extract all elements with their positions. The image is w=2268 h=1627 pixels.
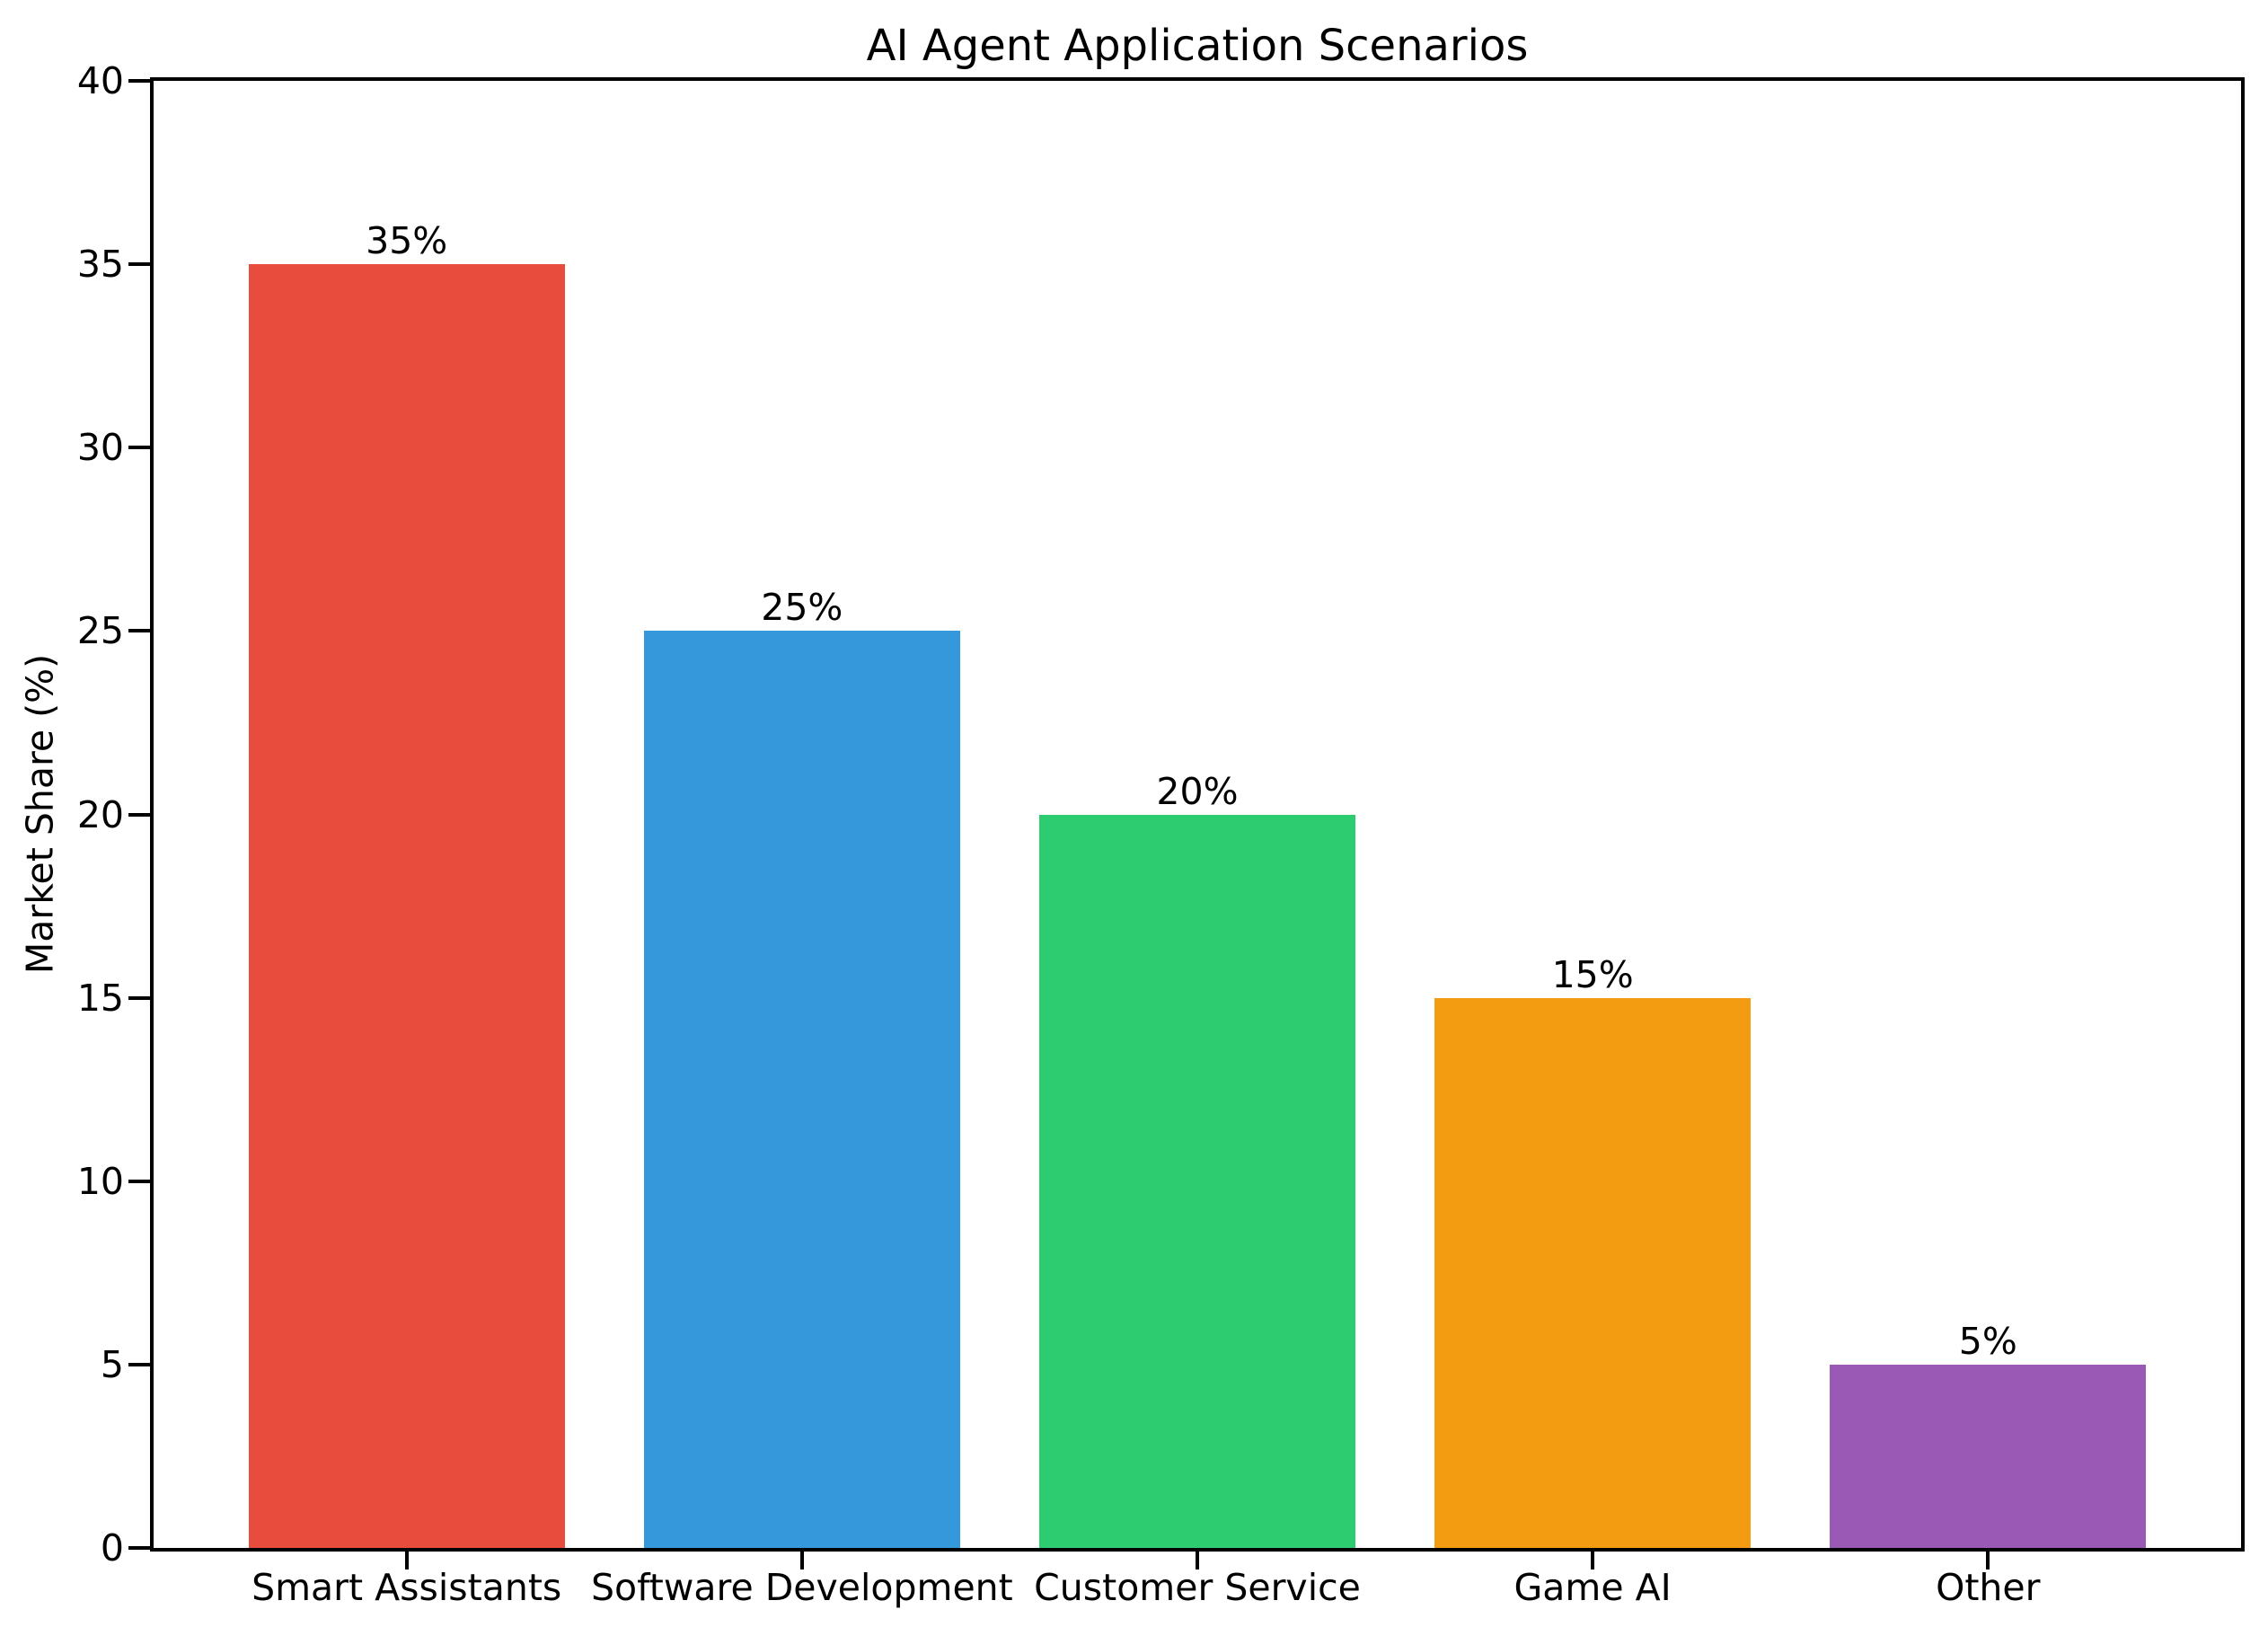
bar-value-label-customer-service: 20% bbox=[1156, 769, 1239, 813]
plot-area bbox=[150, 77, 2245, 1552]
x-tick-label-game-ai: Game AI bbox=[1513, 1566, 1672, 1609]
y-tick-mark bbox=[128, 1362, 152, 1366]
y-tick-label-15: 15 bbox=[76, 976, 124, 1020]
x-tick-mark bbox=[1986, 1552, 1990, 1570]
y-tick-mark bbox=[128, 812, 152, 817]
x-tick-label-software-development: Software Development bbox=[590, 1566, 1013, 1609]
y-tick-label-35: 35 bbox=[76, 243, 124, 287]
x-tick-label-other: Other bbox=[1936, 1566, 2041, 1609]
y-tick-label-10: 10 bbox=[76, 1159, 124, 1203]
y-tick-label-5: 5 bbox=[100, 1342, 124, 1386]
y-tick-label-0: 0 bbox=[100, 1526, 124, 1570]
x-tick-mark bbox=[404, 1552, 409, 1570]
y-tick-mark bbox=[128, 1546, 152, 1550]
bar-software-development bbox=[643, 631, 960, 1548]
x-tick-mark bbox=[799, 1552, 804, 1570]
y-tick-mark bbox=[128, 79, 152, 83]
chart-title: AI Agent Application Scenarios bbox=[866, 21, 1529, 71]
bar-game-ai bbox=[1434, 997, 1752, 1548]
x-tick-mark bbox=[1591, 1552, 1595, 1570]
x-tick-label-smart-assistants: Smart Assistants bbox=[252, 1566, 562, 1609]
y-tick-mark bbox=[128, 1179, 152, 1183]
y-tick-mark bbox=[128, 995, 152, 1000]
bar-value-label-smart-assistants: 35% bbox=[366, 219, 448, 263]
bar-value-label-other: 5% bbox=[1958, 1319, 2017, 1363]
bar-smart-assistants bbox=[248, 264, 565, 1548]
y-tick-mark bbox=[128, 629, 152, 633]
y-tick-mark bbox=[128, 446, 152, 450]
bar-customer-service bbox=[1038, 814, 1356, 1548]
bar-value-label-game-ai: 15% bbox=[1551, 952, 1634, 996]
y-tick-label-25: 25 bbox=[76, 609, 124, 653]
y-tick-label-30: 30 bbox=[76, 426, 124, 470]
bar-value-label-software-development: 25% bbox=[761, 586, 843, 630]
y-tick-label-40: 40 bbox=[76, 59, 124, 102]
y-tick-mark bbox=[128, 262, 152, 267]
x-tick-label-customer-service: Customer Service bbox=[1034, 1566, 1361, 1609]
x-tick-mark bbox=[1196, 1552, 1199, 1570]
bar-other bbox=[1830, 1364, 2147, 1548]
y-tick-label-20: 20 bbox=[76, 792, 124, 836]
